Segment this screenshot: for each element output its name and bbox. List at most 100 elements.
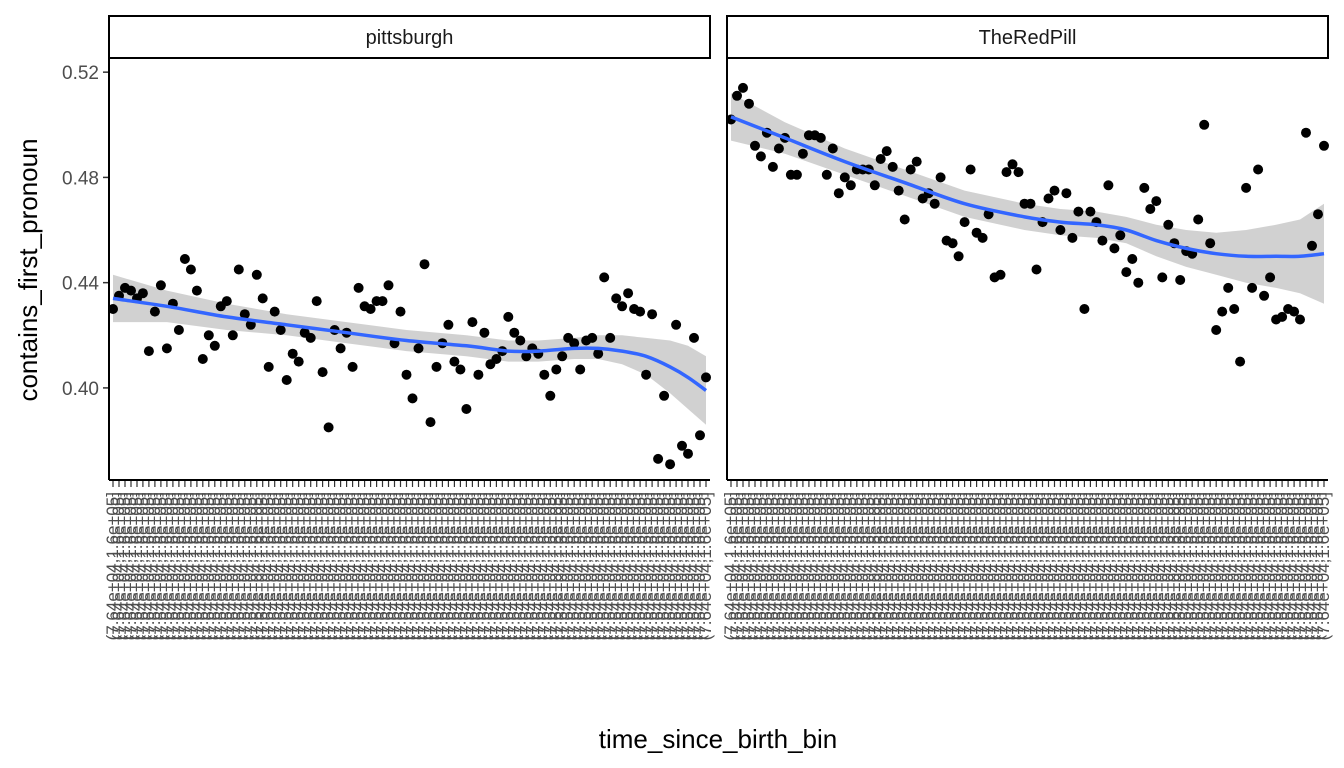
x-tick-label: (7.64e+04,1.6e+05]	[1170, 492, 1189, 640]
x-tick-label: (7.64e+04,1.6e+05]	[739, 492, 758, 640]
x-tick-label: (7.64e+04,1.6e+05]	[1194, 492, 1213, 640]
facet-panel-pittsburgh: pittsburgh (7.64e+04,1.6e+05](7.64e+04,1…	[103, 15, 715, 640]
data-point	[365, 304, 376, 314]
x-tick-label: (7.64e+04,1.6e+05]	[666, 492, 685, 640]
x-tick-label: (7.64e+04,1.6e+05]	[157, 492, 176, 640]
x-tick-label: (7.64e+04,1.6e+05]	[1230, 492, 1249, 640]
data-point	[473, 369, 484, 380]
x-tick-label: (7.64e+04,1.6e+05]	[1146, 492, 1165, 640]
data-point	[185, 264, 196, 275]
data-point	[311, 296, 322, 307]
x-tick-label: (7.64e+04,1.6e+05]	[409, 492, 428, 640]
data-point	[953, 251, 964, 262]
x-tick-label: (7.64e+04,1.6e+05]	[175, 492, 194, 640]
data-point	[875, 154, 886, 164]
x-tick-label: (7.64e+04,1.6e+05]	[1086, 492, 1105, 640]
x-tick-label: (7.64e+04,1.6e+05]	[355, 492, 374, 640]
x-tick-label: (7.64e+04,1.6e+05]	[1110, 492, 1129, 640]
data-point	[1121, 267, 1132, 278]
x-tick-label: (7.64e+04,1.6e+05]	[1056, 492, 1075, 640]
x-tick-label: (7.64e+04,1.6e+05]	[805, 492, 824, 640]
x-axis-title: time_since_birth_bin	[599, 724, 837, 754]
data-point	[1265, 272, 1276, 283]
data-point	[869, 180, 880, 191]
x-tick-label: (7.64e+04,1.6e+05]	[217, 492, 236, 640]
data-point	[209, 340, 220, 351]
x-tick-label: (7.64e+04,1.6e+05]	[624, 492, 643, 640]
x-tick-label: (7.64e+04,1.6e+05]	[919, 492, 938, 640]
data-point	[503, 311, 514, 322]
x-tick-label: (7.64e+04,1.6e+05]	[1039, 492, 1058, 640]
x-tick-label: (7.64e+04,1.6e+05]	[997, 492, 1016, 640]
x-tick-label: (7.64e+04,1.6e+05]	[1218, 492, 1237, 640]
x-tick-label: (7.64e+04,1.6e+05]	[145, 492, 164, 640]
data-point	[1259, 290, 1270, 301]
x-tick-label: (7.64e+04,1.6e+05]	[672, 492, 691, 640]
x-tick-label: (7.64e+04,1.6e+05]	[181, 492, 200, 640]
x-tick-label: (7.64e+04,1.6e+05]	[985, 492, 1004, 640]
facet-strip-theredpill	[726, 15, 1329, 59]
x-tick-label: (7.64e+04,1.6e+05]	[841, 492, 860, 640]
x-tick-label: (7.64e+04,1.6e+05]	[438, 492, 457, 640]
x-tick-label: (7.64e+04,1.6e+05]	[474, 492, 493, 640]
x-tick-label: (7.64e+04,1.6e+05]	[277, 492, 296, 640]
x-tick-label: (7.64e+04,1.6e+05]	[331, 492, 350, 640]
data-point	[1163, 219, 1174, 230]
data-point	[833, 188, 844, 199]
data-point	[1013, 167, 1024, 178]
data-point	[1277, 311, 1288, 322]
data-point	[1319, 140, 1329, 151]
y-tick-label: 0.52	[62, 63, 99, 84]
x-tick-label: (7.64e+04,1.6e+05]	[1212, 492, 1231, 640]
x-tick-label: (7.64e+04,1.6e+05]	[642, 492, 661, 640]
x-tick-label: (7.64e+04,1.6e+05]	[829, 492, 848, 640]
data-point	[677, 440, 687, 451]
x-tick-label: (7.64e+04,1.6e+05]	[907, 492, 926, 640]
data-point	[1127, 254, 1138, 264]
data-point	[1241, 182, 1252, 193]
x-tick-label: (7.64e+04,1.6e+05]	[319, 492, 338, 640]
x-tick-label: (7.64e+04,1.6e+05]	[961, 492, 980, 640]
x-tick-label: (7.64e+04,1.6e+05]	[193, 492, 212, 640]
x-tick-label: (7.64e+04,1.6e+05]	[289, 492, 308, 640]
x-tick-label: (7.64e+04,1.6e+05]	[787, 492, 806, 640]
data-point	[1295, 314, 1305, 325]
data-point	[665, 459, 676, 470]
x-tick-label: (7.64e+04,1.6e+05]	[1314, 492, 1333, 640]
x-tick-label: (7.64e+04,1.6e+05]	[301, 492, 320, 640]
x-tick-label: (7.64e+04,1.6e+05]	[937, 492, 956, 640]
x-tick-label: (7.64e+04,1.6e+05]	[847, 492, 866, 640]
data-point	[545, 390, 556, 401]
data-point	[467, 317, 478, 328]
data-point	[893, 185, 904, 196]
data-point	[269, 306, 280, 317]
data-point	[1217, 306, 1228, 317]
data-point	[173, 325, 184, 335]
data-point	[521, 351, 532, 362]
data-point	[1151, 196, 1162, 207]
data-point	[461, 404, 472, 414]
x-tick-label: (7.64e+04,1.6e+05]	[811, 492, 830, 640]
data-point	[659, 390, 670, 401]
x-tick-label: (7.64e+04,1.6e+05]	[684, 492, 703, 640]
x-tick-label: (7.64e+04,1.6e+05]	[1278, 492, 1297, 640]
x-tick-label: (7.64e+04,1.6e+05]	[678, 492, 697, 640]
x-tick-label: (7.64e+04,1.6e+05]	[1290, 492, 1309, 640]
x-tick-label: (7.64e+04,1.6e+05]	[1021, 492, 1040, 640]
data-point	[293, 356, 304, 367]
data-point	[1055, 225, 1066, 235]
x-tick-label: (7.64e+04,1.6e+05]	[877, 492, 896, 640]
x-tick-label: (7.64e+04,1.6e+05]	[973, 492, 992, 640]
x-tick-label: (7.64e+04,1.6e+05]	[1080, 492, 1099, 640]
x-tick-label: (7.64e+04,1.6e+05]	[1128, 492, 1147, 640]
x-tick-label: (7.64e+04,1.6e+05]	[1284, 492, 1303, 640]
x-tick-label: (7.64e+04,1.6e+05]	[522, 492, 541, 640]
data-point	[797, 148, 808, 159]
x-tick-label: (7.64e+04,1.6e+05]	[979, 492, 998, 640]
data-point	[671, 319, 682, 330]
data-point	[275, 325, 286, 335]
data-point	[137, 288, 148, 299]
data-point	[431, 361, 442, 372]
data-point	[143, 346, 154, 357]
